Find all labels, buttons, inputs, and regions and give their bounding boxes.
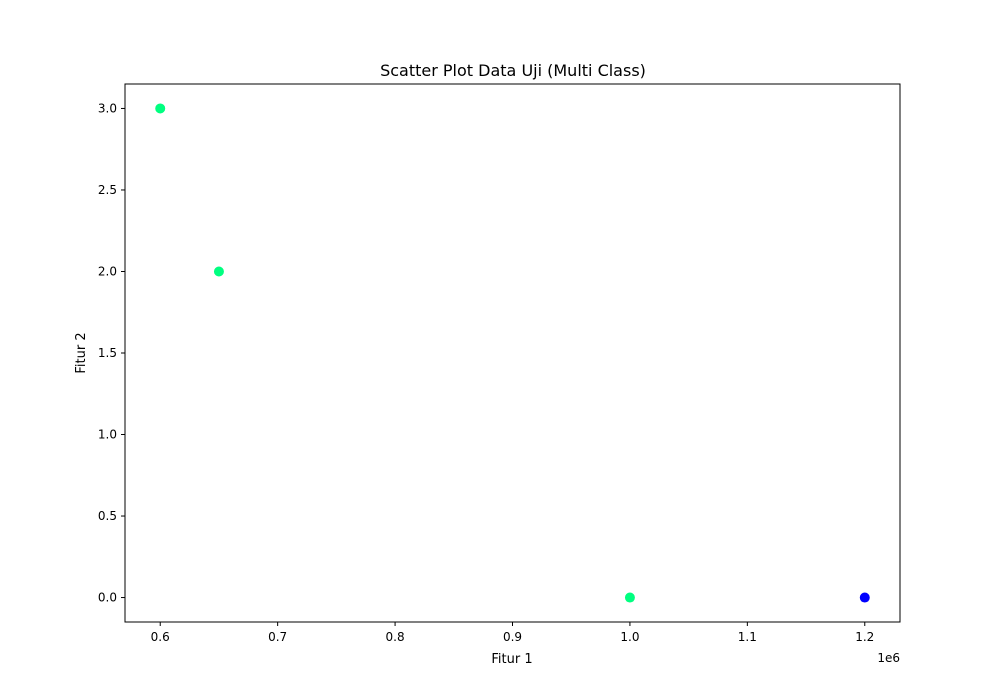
y-tick-label: 1.5 xyxy=(98,346,117,360)
data-point xyxy=(213,266,224,277)
y-tick-label: 2.0 xyxy=(98,264,117,278)
x-tick-label: 0.7 xyxy=(268,630,287,644)
data-points xyxy=(155,103,870,603)
data-point xyxy=(624,592,635,603)
x-tick-label: 1.0 xyxy=(620,630,639,644)
y-tick-label: 3.0 xyxy=(98,101,117,115)
x-tick-label: 1.1 xyxy=(738,630,757,644)
x-tick-label: 0.9 xyxy=(503,630,522,644)
y-tick-label: 2.5 xyxy=(98,183,117,197)
y-tick-label: 0.0 xyxy=(98,591,117,605)
y-tick-label: 0.5 xyxy=(98,509,117,523)
x-tick-label: 0.6 xyxy=(151,630,170,644)
x-axis-label: Fitur 1 xyxy=(491,652,532,667)
plot-frame xyxy=(124,83,901,623)
chart-title: Scatter Plot Data Uji (Multi Class) xyxy=(380,61,646,80)
x-tick-label: 1.2 xyxy=(855,630,874,644)
x-tick-label: 0.8 xyxy=(386,630,405,644)
data-point xyxy=(155,103,166,114)
x-axis-ticks: 0.6 0.7 0.8 0.9 1.0 1.1 1.2 xyxy=(151,622,874,644)
y-axis-ticks: 0.0 0.5 1.0 1.5 2.0 2.5 3.0 xyxy=(98,101,125,605)
data-point xyxy=(859,592,870,603)
x-axis-offset-label: 1e6 xyxy=(877,651,900,665)
y-axis-label: Fitur 2 xyxy=(74,332,89,373)
y-tick-label: 1.0 xyxy=(98,428,117,442)
